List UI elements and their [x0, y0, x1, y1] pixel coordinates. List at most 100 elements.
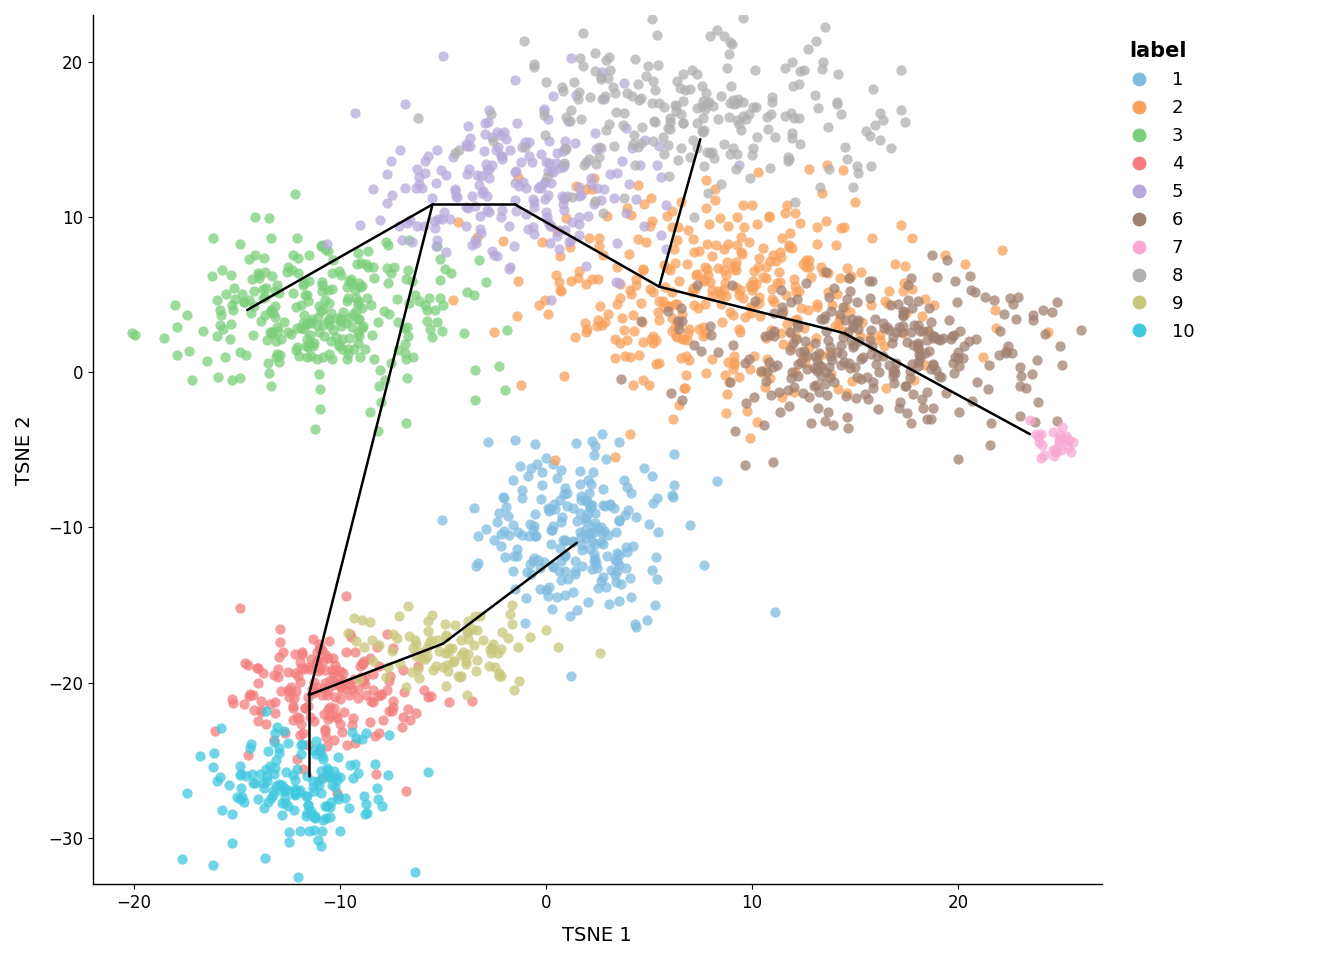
- Point: [348, 335, 370, 350]
- Point: [405, 287, 426, 302]
- Point: [325, 662, 347, 678]
- Point: [375, 669, 396, 684]
- Point: [757, 121, 778, 136]
- Point: [754, 363, 775, 378]
- Point: [742, 274, 763, 289]
- Point: [921, 315, 942, 330]
- Point: [222, 302, 243, 318]
- Point: [1031, 450, 1052, 466]
- Point: [321, 323, 343, 338]
- Point: [480, 107, 501, 122]
- Point: [1046, 295, 1067, 310]
- Point: [750, 308, 771, 324]
- Point: [277, 324, 298, 340]
- Point: [512, 139, 534, 155]
- Point: [324, 763, 345, 779]
- Point: [297, 698, 319, 713]
- Point: [711, 88, 732, 104]
- Point: [438, 663, 460, 679]
- Point: [832, 162, 853, 178]
- Point: [630, 135, 652, 151]
- Point: [589, 298, 610, 313]
- Point: [953, 338, 974, 353]
- Point: [622, 539, 644, 554]
- Point: [835, 139, 856, 155]
- Point: [211, 263, 233, 278]
- Point: [960, 268, 981, 283]
- Point: [742, 197, 763, 212]
- Point: [726, 279, 747, 295]
- Point: [320, 809, 341, 825]
- Point: [808, 100, 829, 115]
- Point: [810, 311, 832, 326]
- Point: [375, 372, 396, 388]
- Point: [247, 660, 269, 676]
- Point: [788, 356, 809, 372]
- Point: [376, 166, 398, 181]
- Point: [406, 218, 427, 233]
- Point: [644, 113, 665, 129]
- Point: [1042, 304, 1063, 320]
- Point: [465, 198, 487, 213]
- Point: [625, 616, 646, 632]
- Point: [758, 354, 780, 370]
- Point: [433, 660, 454, 675]
- Point: [359, 715, 380, 731]
- Point: [718, 109, 739, 125]
- Point: [554, 548, 575, 564]
- Point: [509, 459, 531, 474]
- Point: [824, 319, 845, 334]
- Point: [394, 336, 415, 351]
- Point: [827, 381, 848, 396]
- Point: [828, 319, 849, 334]
- Point: [860, 158, 882, 174]
- Point: [582, 561, 603, 576]
- Point: [743, 348, 765, 363]
- Point: [859, 332, 880, 348]
- Point: [781, 371, 802, 386]
- Point: [265, 284, 286, 300]
- Point: [585, 141, 606, 156]
- Point: [731, 229, 753, 245]
- Point: [762, 359, 784, 374]
- Point: [316, 687, 337, 703]
- Point: [964, 284, 985, 300]
- Legend: 1, 2, 3, 4, 5, 6, 7, 8, 9, 10: 1, 2, 3, 4, 5, 6, 7, 8, 9, 10: [1121, 41, 1195, 341]
- Point: [304, 823, 325, 838]
- Point: [1005, 311, 1027, 326]
- Point: [927, 368, 949, 383]
- Point: [348, 682, 370, 697]
- Point: [919, 412, 941, 427]
- Point: [540, 218, 562, 233]
- Point: [646, 304, 668, 320]
- Point: [405, 648, 426, 663]
- Point: [497, 508, 519, 523]
- Point: [316, 236, 337, 252]
- Point: [571, 111, 593, 127]
- Point: [566, 514, 587, 529]
- Point: [332, 665, 353, 681]
- Point: [429, 643, 450, 659]
- Point: [313, 654, 335, 669]
- Point: [1028, 435, 1050, 450]
- Point: [388, 218, 410, 233]
- Point: [540, 293, 562, 308]
- Point: [306, 660, 328, 675]
- Point: [735, 396, 757, 411]
- Point: [395, 272, 417, 287]
- Point: [831, 338, 852, 353]
- Point: [457, 631, 478, 646]
- Point: [314, 723, 336, 738]
- Point: [297, 689, 319, 705]
- Point: [843, 180, 864, 195]
- Point: [870, 106, 891, 121]
- Point: [366, 780, 387, 796]
- Point: [523, 518, 544, 534]
- Point: [286, 230, 308, 246]
- Point: [435, 245, 457, 260]
- Point: [571, 492, 593, 508]
- Point: [679, 82, 700, 97]
- Point: [685, 268, 707, 283]
- Point: [1009, 408, 1031, 423]
- Point: [314, 647, 336, 662]
